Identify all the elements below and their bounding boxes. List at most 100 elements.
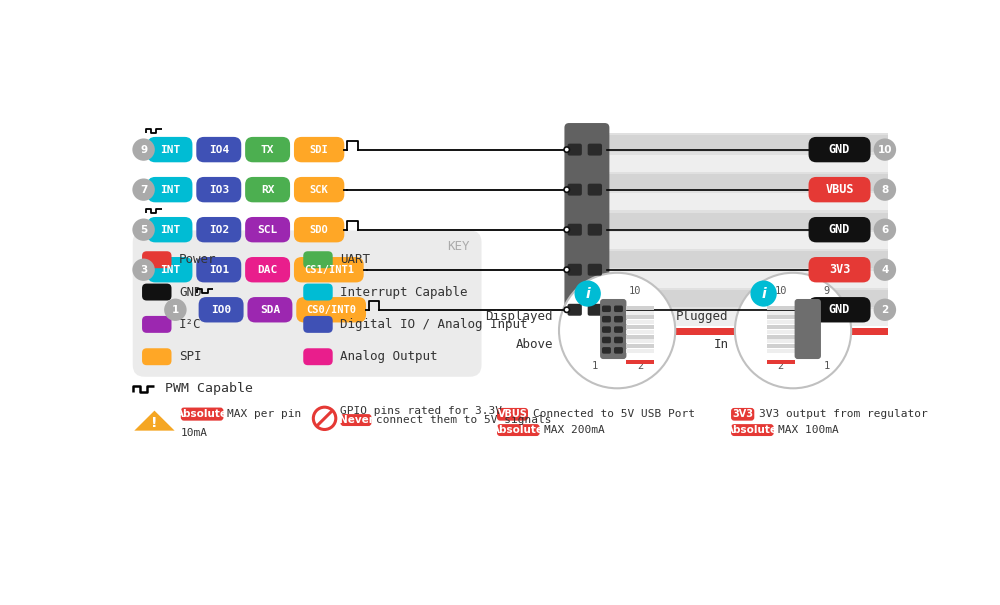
Circle shape — [574, 281, 601, 307]
Text: 10: 10 — [774, 286, 787, 296]
Bar — [626, 330, 654, 334]
FancyBboxPatch shape — [588, 304, 602, 316]
Text: 2: 2 — [881, 305, 889, 315]
FancyBboxPatch shape — [142, 348, 172, 365]
Text: GND: GND — [829, 223, 850, 236]
Text: MAX 100mA: MAX 100mA — [778, 425, 838, 435]
Polygon shape — [134, 411, 175, 431]
Text: I²C: I²C — [179, 318, 202, 331]
Text: IO1: IO1 — [209, 265, 229, 275]
FancyBboxPatch shape — [614, 347, 623, 354]
Text: Analog Output: Analog Output — [340, 350, 438, 363]
Text: SCL: SCL — [257, 224, 278, 235]
Text: 1: 1 — [823, 361, 830, 371]
FancyBboxPatch shape — [614, 316, 623, 322]
Circle shape — [559, 273, 675, 388]
FancyBboxPatch shape — [296, 297, 366, 322]
Circle shape — [164, 299, 187, 321]
Text: IO3: IO3 — [209, 185, 229, 195]
FancyBboxPatch shape — [497, 424, 540, 436]
FancyBboxPatch shape — [245, 177, 290, 202]
FancyBboxPatch shape — [133, 231, 482, 377]
Text: i: i — [761, 287, 766, 301]
Text: 1: 1 — [592, 361, 598, 371]
Text: VBUS: VBUS — [825, 183, 854, 196]
Circle shape — [874, 139, 896, 161]
Text: i: i — [585, 287, 590, 301]
Circle shape — [564, 227, 569, 232]
Bar — [767, 335, 795, 339]
FancyBboxPatch shape — [340, 414, 371, 426]
Text: GND: GND — [179, 286, 202, 298]
Bar — [609, 133, 888, 326]
Bar — [767, 360, 795, 364]
FancyBboxPatch shape — [196, 177, 241, 202]
FancyBboxPatch shape — [294, 257, 364, 283]
FancyBboxPatch shape — [497, 408, 528, 420]
Text: 9: 9 — [140, 145, 147, 155]
Text: In: In — [714, 338, 729, 351]
Bar — [609, 136, 888, 152]
FancyBboxPatch shape — [247, 297, 292, 322]
Bar — [609, 251, 888, 269]
FancyBboxPatch shape — [602, 306, 611, 312]
Bar — [609, 174, 888, 191]
FancyBboxPatch shape — [602, 337, 611, 343]
FancyBboxPatch shape — [147, 137, 192, 162]
Text: 9: 9 — [823, 286, 830, 296]
Text: GND: GND — [829, 143, 850, 156]
Text: Absolute: Absolute — [176, 409, 228, 419]
FancyBboxPatch shape — [588, 224, 602, 236]
Text: SDO: SDO — [310, 224, 329, 235]
Bar — [626, 315, 654, 319]
Text: KEY: KEY — [447, 240, 470, 253]
FancyBboxPatch shape — [564, 123, 609, 339]
FancyBboxPatch shape — [142, 251, 172, 268]
FancyBboxPatch shape — [809, 217, 871, 243]
Text: Digital IO / Analog Input: Digital IO / Analog Input — [340, 318, 528, 331]
Circle shape — [132, 218, 155, 241]
Text: CS0/INT0: CS0/INT0 — [306, 305, 356, 315]
Text: SDA: SDA — [260, 305, 280, 315]
Text: Connected to 5V USB Port: Connected to 5V USB Port — [533, 410, 695, 419]
Text: !: ! — [151, 416, 158, 430]
Bar — [767, 349, 795, 353]
Bar — [609, 213, 888, 230]
Circle shape — [132, 139, 155, 161]
FancyBboxPatch shape — [614, 337, 623, 343]
Text: Interrupt Capable: Interrupt Capable — [340, 286, 468, 298]
FancyBboxPatch shape — [809, 257, 871, 283]
Text: 3V3: 3V3 — [829, 263, 850, 276]
Text: CS1/INT1: CS1/INT1 — [304, 265, 354, 275]
Circle shape — [874, 299, 896, 321]
Bar — [626, 360, 654, 364]
Text: SPI: SPI — [179, 350, 202, 363]
Circle shape — [313, 407, 336, 430]
Circle shape — [564, 307, 569, 312]
Circle shape — [564, 187, 569, 192]
FancyBboxPatch shape — [809, 297, 871, 322]
FancyBboxPatch shape — [600, 299, 626, 359]
FancyBboxPatch shape — [809, 137, 871, 162]
Text: 2: 2 — [778, 361, 784, 371]
Circle shape — [874, 258, 896, 281]
Text: SDI: SDI — [310, 145, 329, 155]
Text: 10: 10 — [878, 145, 892, 155]
FancyBboxPatch shape — [795, 299, 821, 359]
Text: Absolute: Absolute — [726, 425, 778, 435]
Circle shape — [132, 178, 155, 201]
Circle shape — [874, 178, 896, 201]
FancyBboxPatch shape — [588, 264, 602, 276]
Text: MAX per pin: MAX per pin — [227, 409, 302, 419]
Text: GND: GND — [829, 303, 850, 316]
FancyBboxPatch shape — [303, 316, 333, 333]
Text: 7: 7 — [140, 185, 147, 195]
FancyBboxPatch shape — [809, 177, 871, 202]
Text: UART: UART — [340, 253, 370, 266]
FancyBboxPatch shape — [199, 297, 244, 322]
FancyBboxPatch shape — [196, 257, 241, 283]
Text: Power: Power — [179, 253, 217, 266]
FancyBboxPatch shape — [142, 316, 172, 333]
Bar — [767, 306, 795, 310]
Bar — [626, 325, 654, 329]
